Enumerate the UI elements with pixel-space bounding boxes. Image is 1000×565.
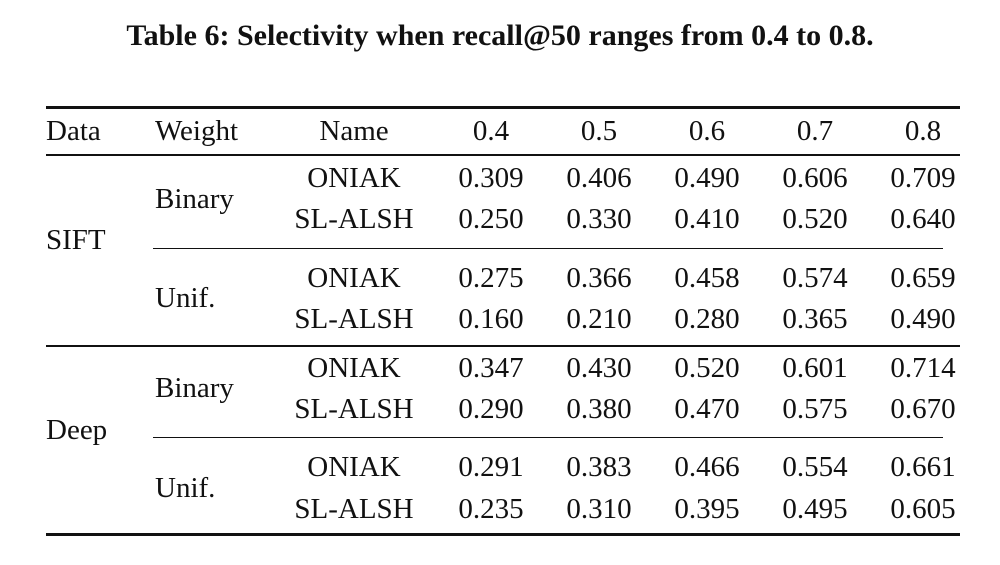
header-weight: Weight <box>155 115 239 147</box>
value-cell: 0.606 <box>782 162 848 194</box>
header-recall-0.5: 0.5 <box>580 115 618 147</box>
value-cell: 0.458 <box>674 262 740 294</box>
header-recall-0.7: 0.7 <box>796 115 834 147</box>
value-cell: 0.640 <box>890 203 956 235</box>
value-cell: 0.601 <box>782 352 848 384</box>
top-rule <box>46 106 960 109</box>
method-name: SL-ALSH <box>294 493 414 525</box>
value-cell: 0.520 <box>674 352 740 384</box>
deep-weight-divider <box>153 437 943 438</box>
value-cell: 0.275 <box>458 262 524 294</box>
value-cell: 0.495 <box>782 493 848 525</box>
value-cell: 0.470 <box>674 393 740 425</box>
header-rule <box>46 154 960 156</box>
method-name: ONIAK <box>307 352 401 384</box>
bottom-rule <box>46 533 960 536</box>
method-name: SL-ALSH <box>294 393 414 425</box>
group-rule <box>46 345 960 347</box>
weight-label-sift-binary: Binary <box>155 183 234 215</box>
method-name: ONIAK <box>307 162 401 194</box>
value-cell: 0.466 <box>674 451 740 483</box>
value-cell: 0.605 <box>890 493 956 525</box>
value-cell: 0.310 <box>566 493 632 525</box>
sift-weight-divider <box>153 248 943 249</box>
header-data: Data <box>46 115 101 147</box>
value-cell: 0.380 <box>566 393 632 425</box>
value-cell: 0.709 <box>890 162 956 194</box>
value-cell: 0.490 <box>674 162 740 194</box>
table-caption: Table 6: Selectivity when recall@50 rang… <box>126 19 874 52</box>
value-cell: 0.575 <box>782 393 848 425</box>
value-cell: 0.291 <box>458 451 524 483</box>
value-cell: 0.714 <box>890 352 956 384</box>
weight-label-deep-unif: Unif. <box>155 472 216 504</box>
value-cell: 0.520 <box>782 203 848 235</box>
value-cell: 0.659 <box>890 262 956 294</box>
value-cell: 0.574 <box>782 262 848 294</box>
method-name: SL-ALSH <box>294 203 414 235</box>
weight-label-sift-unif: Unif. <box>155 282 216 314</box>
header-name: Name <box>319 115 389 147</box>
value-cell: 0.290 <box>458 393 524 425</box>
value-cell: 0.365 <box>782 303 848 335</box>
value-cell: 0.160 <box>458 303 524 335</box>
value-cell: 0.406 <box>566 162 632 194</box>
value-cell: 0.670 <box>890 393 956 425</box>
value-cell: 0.490 <box>890 303 956 335</box>
value-cell: 0.330 <box>566 203 632 235</box>
value-cell: 0.235 <box>458 493 524 525</box>
value-cell: 0.430 <box>566 352 632 384</box>
value-cell: 0.280 <box>674 303 740 335</box>
header-recall-0.8: 0.8 <box>904 115 942 147</box>
value-cell: 0.410 <box>674 203 740 235</box>
value-cell: 0.395 <box>674 493 740 525</box>
group-label-sift: SIFT <box>46 224 106 256</box>
value-cell: 0.366 <box>566 262 632 294</box>
value-cell: 0.554 <box>782 451 848 483</box>
method-name: SL-ALSH <box>294 303 414 335</box>
value-cell: 0.210 <box>566 303 632 335</box>
weight-label-deep-binary: Binary <box>155 372 234 404</box>
value-cell: 0.383 <box>566 451 632 483</box>
value-cell: 0.250 <box>458 203 524 235</box>
group-label-deep: Deep <box>46 414 108 446</box>
value-cell: 0.309 <box>458 162 524 194</box>
header-recall-0.6: 0.6 <box>688 115 726 147</box>
value-cell: 0.347 <box>458 352 524 384</box>
value-cell: 0.661 <box>890 451 956 483</box>
header-recall-0.4: 0.4 <box>472 115 510 147</box>
method-name: ONIAK <box>307 262 401 294</box>
method-name: ONIAK <box>307 451 401 483</box>
